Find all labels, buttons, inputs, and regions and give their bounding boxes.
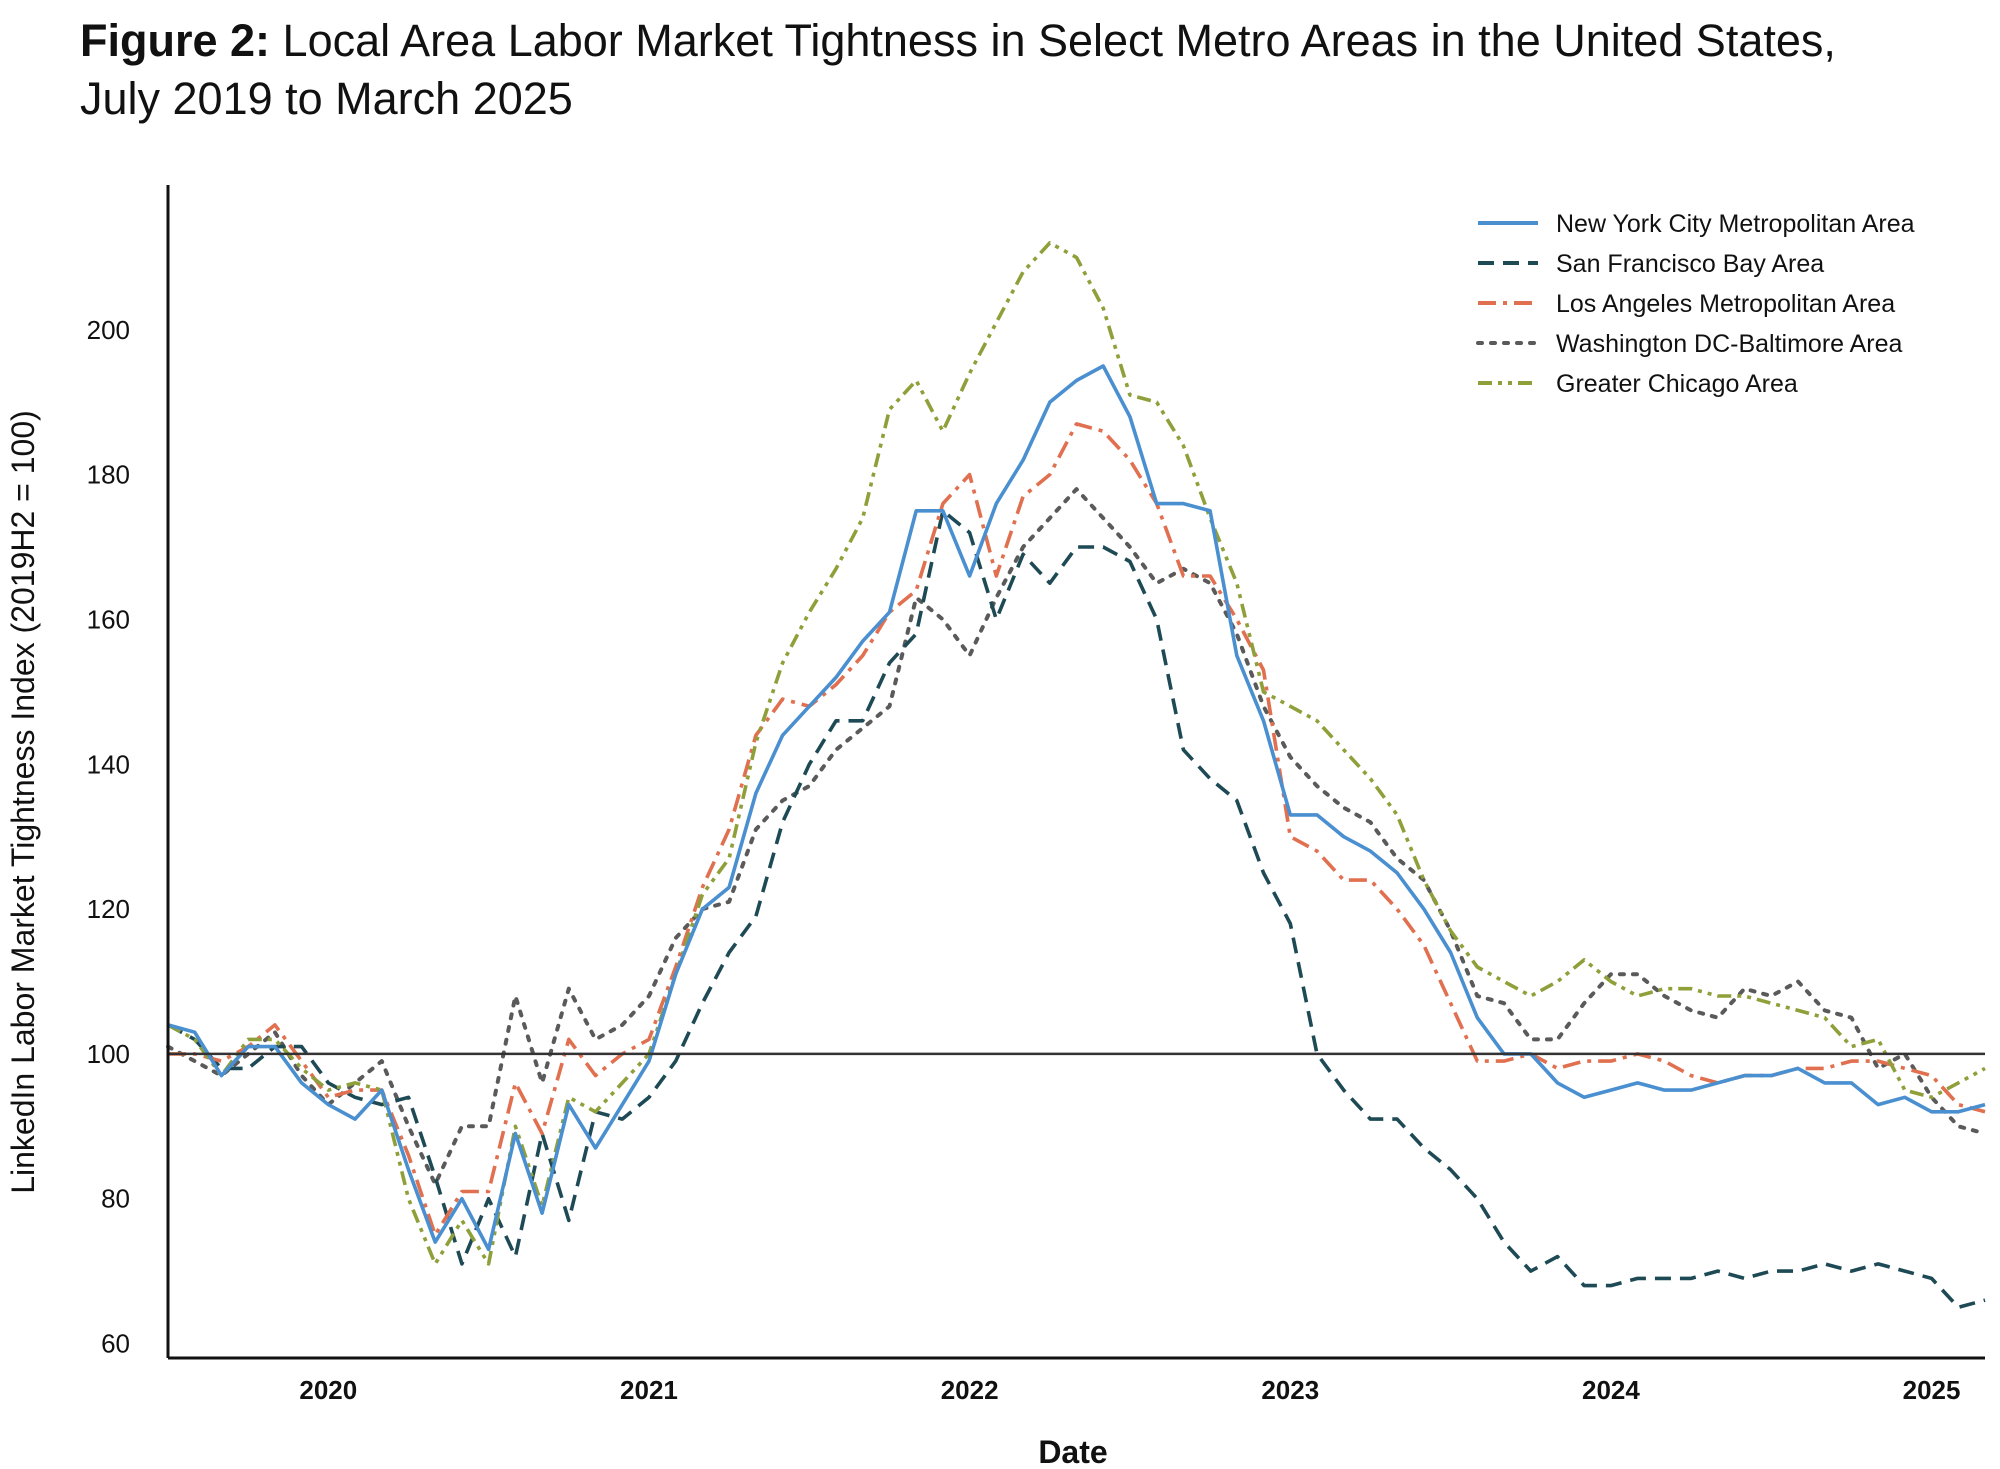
figure-label: Figure 2: [80,15,271,66]
y-tick-label: 160 [87,604,130,634]
series-line [166,487,1987,1187]
series-line [167,364,1986,1252]
x-tick-label: 2025 [1903,1375,1961,1405]
series-line [168,422,1986,1237]
y-axis-ticks: 60 80 100 120 140 160 180 200 [87,315,130,1359]
x-tick-label: 2022 [941,1375,999,1405]
x-tick-label: 2023 [1261,1375,1319,1405]
y-axis-label: LinkedIn Labor Market Tightness Index (2… [5,410,41,1194]
x-axis-ticks: 2020 2021 2022 2023 2024 2025 [299,1375,1960,1405]
legend-label: New York City Metropolitan Area [1556,210,1915,238]
chart-title: Figure 2: Local Area Labor Market Tightn… [80,12,1960,128]
title-line-2: July 2019 to March 2025 [80,73,573,124]
legend-label: San Francisco Bay Area [1556,250,1824,278]
y-tick-label: 120 [87,894,130,924]
title-line-1: Local Area Labor Market Tightness in Sel… [282,15,1836,66]
legend-label: Washington DC-Baltimore Area [1556,330,1903,358]
legend: New York City Metropolitan Area San Franc… [1476,210,1915,398]
x-tick-label: 2021 [620,1375,678,1405]
series-lines [166,241,1987,1310]
x-tick-label: 2020 [299,1375,357,1405]
x-axis-label: Date [1038,1434,1107,1469]
series-line [167,508,1986,1310]
y-tick-label: 140 [87,749,130,779]
y-tick-label: 100 [87,1039,130,1069]
y-tick-label: 80 [101,1184,130,1214]
legend-label: Greater Chicago Area [1556,370,1798,398]
y-tick-label: 60 [101,1329,130,1359]
y-tick-label: 200 [87,315,130,345]
y-tick-label: 180 [87,460,130,490]
series-line [167,241,1986,1266]
legend-label: Los Angeles Metropolitan Area [1556,290,1895,318]
x-tick-label: 2024 [1582,1375,1640,1405]
